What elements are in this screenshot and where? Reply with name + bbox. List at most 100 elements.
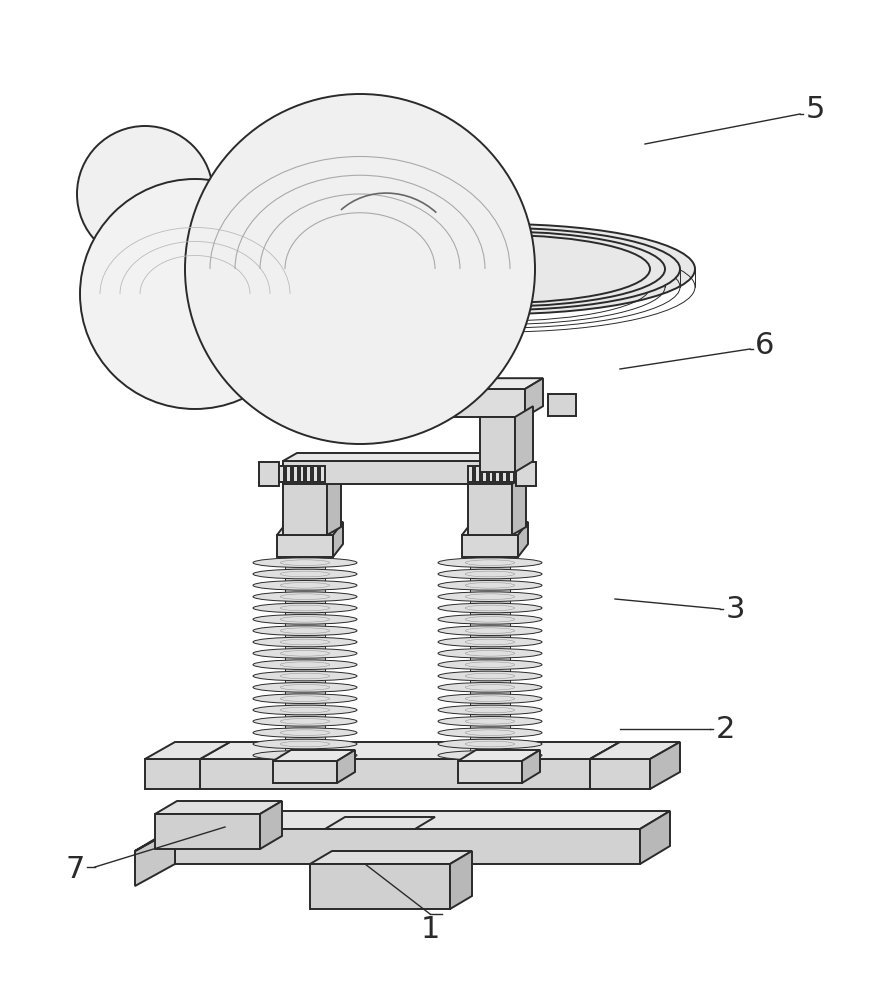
- Ellipse shape: [253, 717, 356, 727]
- Polygon shape: [494, 466, 500, 482]
- Polygon shape: [521, 750, 540, 783]
- Polygon shape: [461, 523, 527, 536]
- Ellipse shape: [253, 603, 356, 613]
- Polygon shape: [468, 456, 526, 464]
- Ellipse shape: [349, 236, 649, 304]
- Ellipse shape: [437, 706, 541, 715]
- Circle shape: [185, 94, 534, 444]
- Ellipse shape: [253, 637, 356, 647]
- Ellipse shape: [437, 592, 541, 602]
- Polygon shape: [313, 466, 318, 482]
- Polygon shape: [325, 864, 434, 905]
- Polygon shape: [155, 801, 282, 814]
- Ellipse shape: [437, 717, 541, 727]
- Polygon shape: [508, 466, 514, 482]
- Ellipse shape: [253, 672, 356, 681]
- Ellipse shape: [437, 637, 541, 647]
- Polygon shape: [155, 814, 260, 849]
- Polygon shape: [273, 750, 355, 761]
- Ellipse shape: [253, 559, 356, 568]
- Polygon shape: [488, 466, 493, 482]
- Polygon shape: [449, 851, 472, 910]
- Polygon shape: [276, 523, 342, 536]
- Ellipse shape: [253, 649, 356, 658]
- Polygon shape: [470, 558, 509, 761]
- Ellipse shape: [335, 233, 664, 307]
- Text: 6: 6: [754, 330, 773, 359]
- Polygon shape: [640, 811, 669, 864]
- Text: 7: 7: [65, 855, 84, 884]
- Polygon shape: [320, 466, 324, 482]
- Polygon shape: [468, 464, 512, 536]
- Ellipse shape: [437, 694, 541, 704]
- Ellipse shape: [437, 603, 541, 613]
- Polygon shape: [285, 558, 324, 761]
- Polygon shape: [457, 750, 540, 761]
- Polygon shape: [512, 453, 526, 484]
- Ellipse shape: [437, 660, 541, 670]
- Ellipse shape: [437, 649, 541, 658]
- Polygon shape: [333, 523, 342, 558]
- Polygon shape: [457, 761, 521, 783]
- Ellipse shape: [437, 729, 541, 738]
- Text: 1: 1: [420, 914, 439, 943]
- Ellipse shape: [437, 672, 541, 681]
- Polygon shape: [481, 466, 486, 482]
- Polygon shape: [514, 407, 533, 472]
- Polygon shape: [468, 466, 472, 482]
- Polygon shape: [589, 759, 649, 789]
- Polygon shape: [259, 462, 279, 486]
- Polygon shape: [135, 811, 205, 851]
- Ellipse shape: [437, 740, 541, 749]
- Ellipse shape: [437, 750, 541, 760]
- Polygon shape: [175, 829, 640, 864]
- Ellipse shape: [253, 694, 356, 704]
- Ellipse shape: [437, 580, 541, 590]
- Polygon shape: [282, 453, 526, 461]
- Ellipse shape: [253, 570, 356, 580]
- Polygon shape: [480, 417, 514, 472]
- Polygon shape: [260, 801, 282, 849]
- Text: 2: 2: [714, 715, 733, 744]
- Ellipse shape: [305, 225, 694, 315]
- Polygon shape: [145, 759, 200, 789]
- Polygon shape: [524, 379, 542, 417]
- Polygon shape: [649, 743, 680, 789]
- Polygon shape: [589, 743, 620, 789]
- Ellipse shape: [437, 559, 541, 568]
- Polygon shape: [306, 466, 311, 482]
- Text: 3: 3: [725, 594, 744, 624]
- Ellipse shape: [320, 229, 680, 311]
- Polygon shape: [279, 466, 283, 482]
- Polygon shape: [589, 743, 680, 759]
- Polygon shape: [282, 461, 512, 484]
- Ellipse shape: [253, 615, 356, 624]
- Polygon shape: [299, 466, 304, 482]
- Ellipse shape: [253, 729, 356, 738]
- Ellipse shape: [253, 683, 356, 693]
- Ellipse shape: [437, 615, 541, 624]
- Polygon shape: [336, 750, 355, 783]
- Polygon shape: [395, 390, 524, 417]
- Polygon shape: [517, 523, 527, 558]
- Polygon shape: [501, 466, 507, 482]
- Polygon shape: [273, 761, 336, 783]
- Text: 5: 5: [805, 95, 824, 124]
- Ellipse shape: [437, 683, 541, 693]
- Polygon shape: [200, 759, 589, 789]
- Ellipse shape: [437, 570, 541, 580]
- Ellipse shape: [253, 660, 356, 670]
- Polygon shape: [461, 536, 517, 558]
- Polygon shape: [135, 829, 175, 886]
- Ellipse shape: [253, 592, 356, 602]
- Polygon shape: [327, 456, 341, 536]
- Polygon shape: [309, 851, 472, 864]
- Polygon shape: [387, 385, 395, 422]
- Polygon shape: [309, 864, 449, 910]
- Polygon shape: [474, 466, 479, 482]
- Ellipse shape: [437, 626, 541, 636]
- Polygon shape: [200, 743, 620, 759]
- Polygon shape: [175, 811, 669, 829]
- Polygon shape: [145, 743, 229, 759]
- Polygon shape: [512, 456, 526, 536]
